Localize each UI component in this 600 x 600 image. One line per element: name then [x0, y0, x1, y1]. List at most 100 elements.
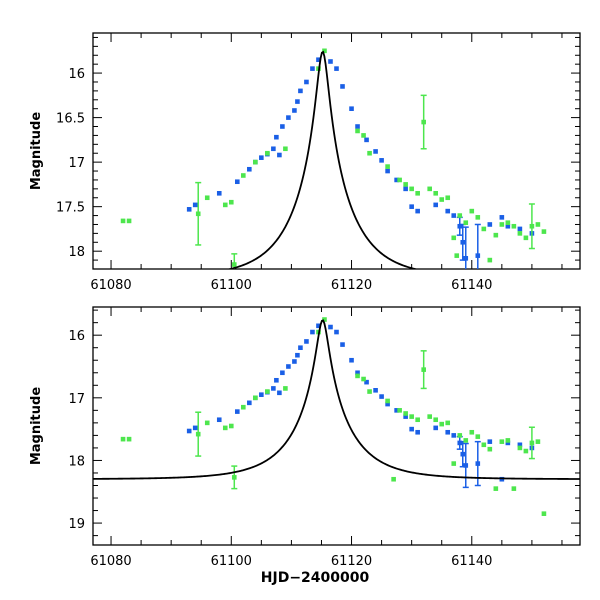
y-tick-label: 16.5	[56, 112, 85, 127]
data-point-green	[222, 202, 228, 208]
data-point-green	[385, 398, 390, 404]
y-axis-label: Magnitude	[29, 387, 44, 466]
data-point-blue	[304, 339, 309, 344]
data-point-green	[403, 182, 408, 187]
data-point-blue	[475, 461, 481, 466]
data-point-blue	[340, 84, 345, 89]
data-point-green	[493, 232, 499, 238]
data-point-blue	[349, 106, 354, 111]
data-point-green	[427, 414, 432, 419]
data-point-green	[433, 191, 439, 196]
data-point-blue	[334, 329, 339, 335]
data-point-green	[487, 446, 493, 452]
data-point-green	[403, 411, 408, 416]
y-tick-label: 16	[68, 329, 85, 344]
y-tick-label: 18	[68, 454, 85, 469]
data-point-green	[397, 177, 402, 183]
data-point-green	[228, 423, 234, 429]
data-point-green	[505, 438, 511, 443]
data-point-green	[517, 231, 523, 236]
data-point-green	[241, 173, 246, 178]
data-point-green	[385, 164, 390, 169]
data-point-blue	[274, 134, 279, 140]
data-point-green	[367, 150, 372, 156]
x-tick-label: 61100	[211, 554, 252, 569]
data-point-blue	[310, 329, 315, 335]
data-point-blue	[192, 202, 198, 208]
plot-frame	[92, 306, 581, 546]
y-tick-label: 18	[68, 245, 85, 260]
data-point-green	[529, 223, 535, 229]
y-tick-label: 19	[68, 517, 85, 532]
data-point-green	[463, 220, 469, 225]
data-point-blue	[295, 352, 300, 358]
model-curve	[226, 50, 419, 269]
data-point-green	[469, 429, 475, 435]
data-point-green	[283, 386, 288, 391]
data-point-blue	[517, 226, 523, 232]
data-point-blue	[505, 223, 511, 229]
data-point-blue	[403, 186, 408, 192]
data-point-green	[481, 442, 487, 448]
plot-frame	[92, 32, 581, 270]
data-point-blue	[463, 256, 469, 261]
data-point-blue	[475, 253, 481, 258]
data-point-green	[322, 317, 327, 322]
data-point-blue	[364, 137, 369, 143]
data-point-blue	[274, 377, 279, 383]
data-point-green	[541, 511, 547, 516]
data-point-green	[415, 191, 420, 196]
data-point-blue	[234, 179, 240, 185]
data-point-blue	[517, 442, 523, 448]
data-point-green	[451, 461, 457, 466]
data-point-green	[433, 417, 439, 423]
x-tick-label: 61080	[90, 554, 131, 569]
data-point-green	[535, 439, 541, 444]
data-point-green	[204, 195, 210, 201]
data-point-green	[421, 367, 426, 372]
data-point-green	[283, 146, 288, 152]
data-point-green	[355, 128, 360, 134]
bottom-panel: 61080 61100 61120 61140 16 17 18 19 Magnitude	[29, 306, 581, 569]
data-point-green	[231, 262, 237, 267]
data-point-blue	[394, 177, 399, 183]
data-point-blue	[451, 433, 457, 438]
data-point-blue	[379, 394, 384, 399]
data-point-green	[481, 226, 487, 232]
data-point-green	[493, 486, 499, 491]
data-point-green	[409, 186, 414, 192]
x-tick-label: 61140	[451, 554, 492, 569]
data-point-green	[463, 438, 469, 443]
data-point-blue	[385, 401, 390, 407]
data-point-blue	[280, 124, 285, 129]
data-point-green	[439, 421, 445, 427]
data-point-green	[228, 199, 234, 205]
data-point-green	[505, 220, 511, 225]
data-point-blue	[463, 463, 469, 468]
data-point-green	[391, 476, 396, 482]
data-point-green	[451, 235, 457, 241]
data-point-blue	[373, 388, 378, 393]
data-point-blue	[298, 345, 303, 351]
x-tick-label: 61100	[211, 278, 252, 293]
y-axis-label: Magnitude	[29, 112, 44, 191]
data-point-blue	[216, 417, 222, 423]
data-point-blue	[298, 88, 303, 94]
data-point-blue	[373, 149, 378, 154]
data-point-green	[322, 48, 327, 54]
data-point-blue	[216, 191, 222, 196]
x-axis-label: HJD−2400000	[261, 570, 370, 586]
data-point-blue	[433, 425, 439, 431]
data-point-blue	[364, 379, 369, 385]
data-point-green	[361, 133, 366, 138]
data-point-blue	[304, 79, 309, 85]
data-point-green	[265, 389, 270, 394]
data-point-blue	[379, 158, 384, 163]
data-point-blue	[234, 409, 240, 414]
data-point-blue	[451, 213, 457, 218]
data-point-blue	[433, 202, 439, 208]
data-point-green	[195, 431, 201, 437]
data-point-green	[511, 223, 517, 229]
data-point-green	[475, 434, 481, 439]
